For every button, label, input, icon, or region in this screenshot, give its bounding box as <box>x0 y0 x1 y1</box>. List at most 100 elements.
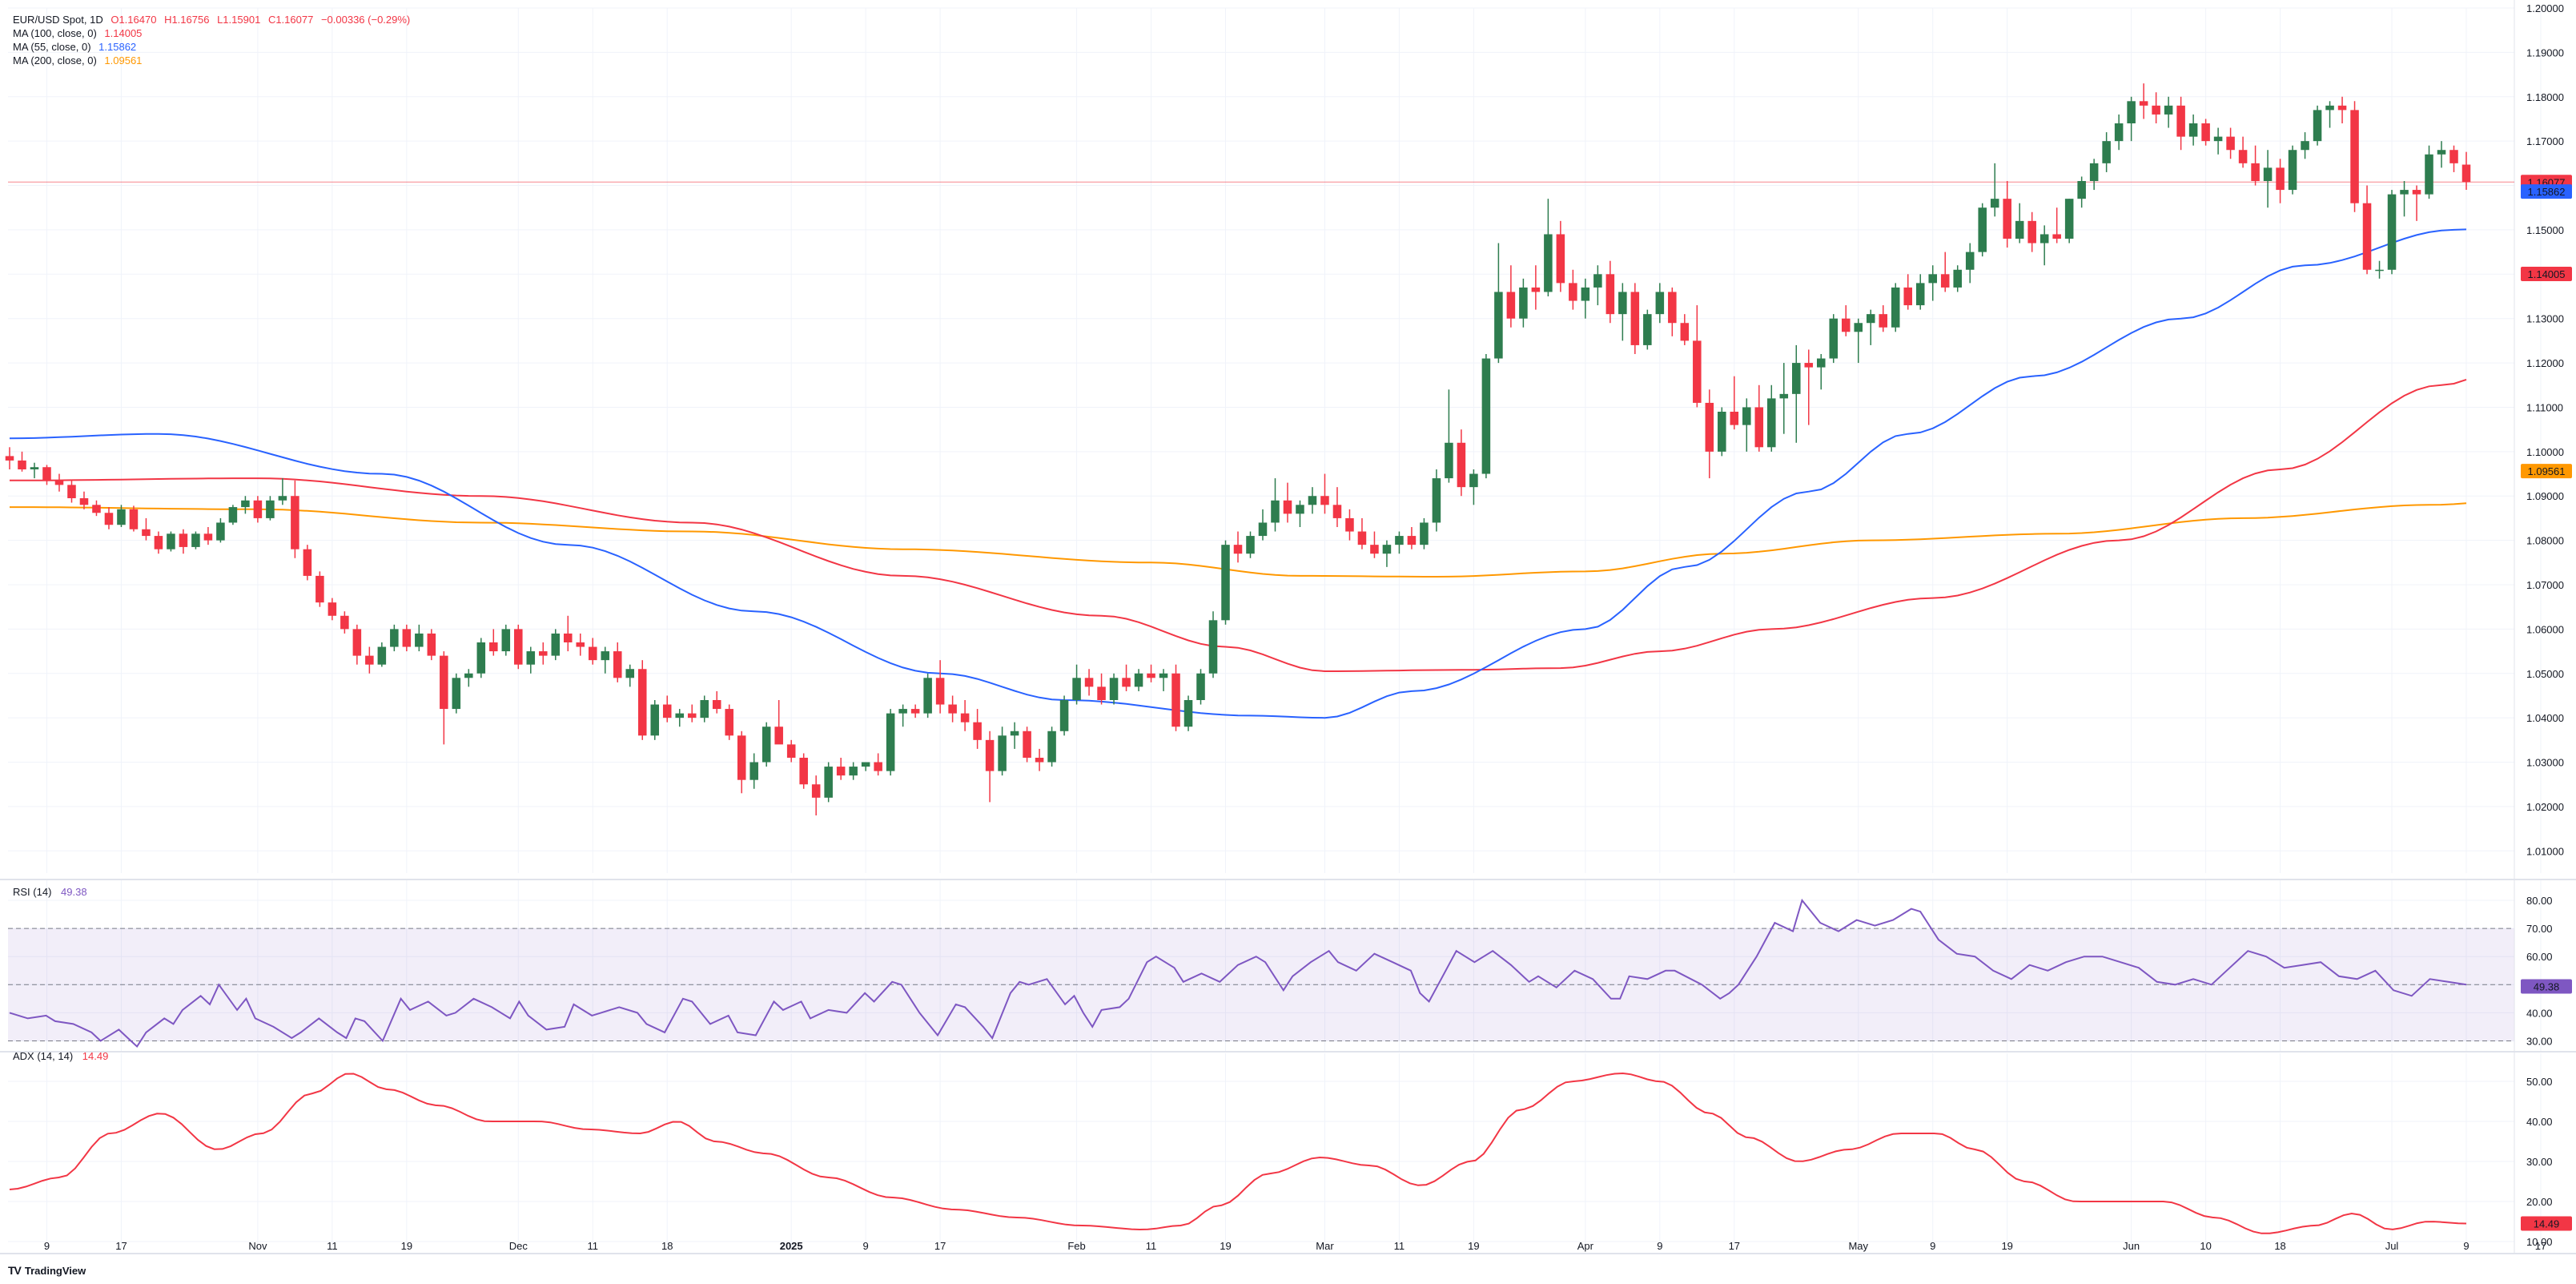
adx-axis[interactable]: 50.00 40.00 30.00 20.00 10.00 <box>2526 1076 2553 1248</box>
candle <box>315 571 324 607</box>
ma200-price-label: 1.09561 <box>2528 465 2566 477</box>
time-tick-label: 9 <box>1930 1240 1935 1252</box>
price-tick-label: 1.09000 <box>2526 490 2564 502</box>
price-tick-label: 1.04000 <box>2526 712 2564 724</box>
candle-body <box>1221 545 1230 621</box>
candle <box>142 517 151 541</box>
time-tick-label: 11 <box>1146 1240 1157 1252</box>
ma200-legend[interactable]: MA (200, close, 0) 1.09561 <box>13 54 415 67</box>
candle <box>1332 487 1342 527</box>
symbol-name[interactable]: EUR/USD Spot, 1D <box>13 14 103 26</box>
candle <box>1221 540 1230 625</box>
candle <box>1643 309 1652 350</box>
candle-body <box>2139 101 2148 106</box>
candle-body <box>687 713 697 718</box>
candle <box>2425 145 2433 199</box>
candle <box>278 478 287 505</box>
time-tick-label: Dec <box>509 1240 528 1252</box>
ma200-value: 1.09561 <box>104 54 143 66</box>
candle-body <box>266 500 275 518</box>
candle-body <box>2176 105 2185 137</box>
candle <box>2226 127 2235 159</box>
symbol-legend[interactable]: EUR/USD Spot, 1D O1.16470 H1.16756 L1.15… <box>13 13 415 26</box>
candle <box>514 624 523 670</box>
rsi-tick-label: 80.00 <box>2526 895 2553 907</box>
candle-body <box>1370 545 1379 554</box>
time-axis[interactable]: 9 17 Nov 11 19 Dec 11 18 2025 9 17 Feb 11 19 Mar 11 19 Ap… <box>44 1240 2576 1252</box>
candle-body <box>1308 496 1317 505</box>
candle <box>2350 101 2359 212</box>
candle-body <box>1841 318 1851 332</box>
candle-body <box>1171 673 1180 727</box>
candle <box>464 669 473 687</box>
candle <box>2201 119 2210 146</box>
candle <box>2288 145 2297 195</box>
candle <box>874 753 882 776</box>
candle <box>2263 150 2273 208</box>
candle <box>948 695 957 723</box>
candle-body <box>1271 500 1280 523</box>
candle <box>1345 509 1354 541</box>
candle <box>1308 487 1317 514</box>
candle-body <box>1469 473 1478 488</box>
candle-body <box>1208 620 1218 674</box>
candle <box>2164 96 2173 128</box>
rsi-legend[interactable]: RSI (14) 49.38 <box>13 886 94 898</box>
candle-body <box>2114 123 2124 142</box>
candle-body <box>427 633 436 656</box>
candle-body <box>365 655 374 665</box>
candle <box>564 615 573 652</box>
candle <box>1059 695 1069 736</box>
candle <box>2276 159 2285 203</box>
candle-body <box>1109 678 1119 700</box>
candle-body <box>142 529 151 537</box>
candle-body <box>1258 522 1268 537</box>
candle-body <box>67 485 76 498</box>
rsi-tick-label: 70.00 <box>2526 923 2553 935</box>
candle-body <box>1643 314 1652 345</box>
tradingview-brand[interactable]: TV TradingView <box>8 1264 86 1277</box>
candle-body <box>1531 287 1541 292</box>
candle-body <box>1432 478 1441 523</box>
candle-body <box>1519 287 1528 319</box>
candle <box>1544 199 1553 296</box>
candle <box>1147 664 1155 682</box>
price-tick-label: 1.06000 <box>2526 623 2564 635</box>
ma200-label: MA (200, close, 0) <box>13 54 97 66</box>
candle <box>1705 389 1714 479</box>
ohlc-change: −0.00336 (−0.29%) <box>320 14 411 26</box>
adx-legend[interactable]: ADX (14, 14) 14.49 <box>13 1050 115 1062</box>
time-tick-label: 9 <box>1657 1240 1662 1252</box>
candle <box>762 722 771 767</box>
candle <box>79 491 89 509</box>
candle-body <box>2188 123 2198 137</box>
candle <box>2188 114 2198 146</box>
candle-body <box>104 513 114 525</box>
candle-body <box>1730 412 1739 425</box>
candle <box>625 664 635 687</box>
candle-body <box>18 460 26 469</box>
candle <box>1296 500 1304 527</box>
candle-body <box>1097 686 1106 700</box>
candle-body <box>2015 220 2024 239</box>
candle <box>352 624 362 665</box>
ohlc-close: C1.16077 <box>267 14 314 26</box>
candle <box>1903 274 1912 310</box>
candle <box>1035 748 1044 771</box>
candle-body <box>1332 505 1342 518</box>
candle-body <box>1593 274 1602 288</box>
ma55-legend[interactable]: MA (55, close, 0) 1.15862 <box>13 40 415 54</box>
price-axis[interactable]: 1.200001.190001.180001.170001.160001.150… <box>2526 2 2564 857</box>
candle-body <box>390 629 399 647</box>
candle-body <box>278 496 287 501</box>
pane-separators[interactable] <box>0 0 2576 1254</box>
ma100-legend[interactable]: MA (100, close, 0) 1.14005 <box>13 26 415 40</box>
candle <box>1829 314 1839 364</box>
time-tick-label: 19 <box>2001 1240 2012 1252</box>
candle <box>1730 376 1739 430</box>
rsi-tick-label: 30.00 <box>2526 1035 2553 1047</box>
candle <box>2139 83 2148 119</box>
rsi-series <box>9 898 2467 1049</box>
